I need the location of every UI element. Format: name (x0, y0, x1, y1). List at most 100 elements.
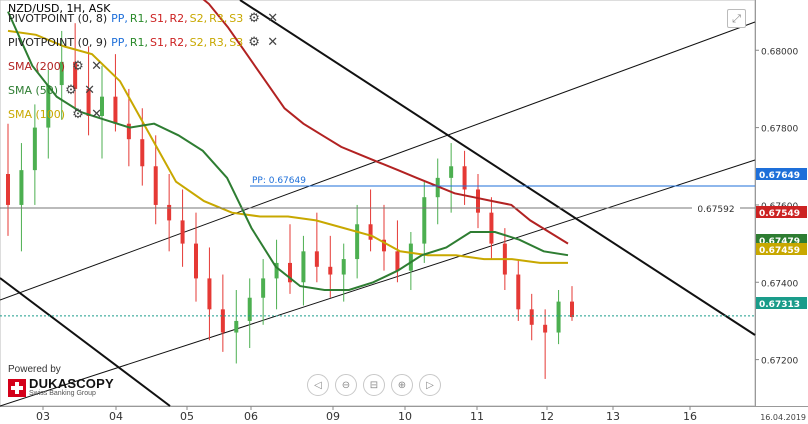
candle-body (543, 324, 548, 333)
price-tag (756, 243, 807, 255)
candle-body (288, 262, 292, 283)
candle-body (153, 166, 158, 205)
legend-part: R2, (169, 36, 188, 49)
candle-body (570, 301, 574, 318)
candle-body (220, 309, 225, 333)
candle-body (6, 174, 10, 205)
candle-body (73, 61, 78, 89)
legend-part: S1, (150, 12, 168, 25)
close-icon[interactable]: ✕ (267, 34, 279, 50)
close-icon[interactable]: ✕ (267, 10, 279, 26)
candle-body (556, 301, 561, 333)
y-tick-label: 0.67400 (761, 279, 798, 289)
legend-row: SMA (100) ⚙ ✕ (8, 106, 107, 122)
legend-part: PP, (111, 12, 128, 25)
grid (0, 0, 808, 407)
price-tag-label: 0.67459 (759, 246, 800, 256)
zoom-out-icon[interactable]: ⊖ (335, 374, 357, 396)
candle-body (86, 88, 91, 116)
candle-body (301, 251, 306, 283)
chart-title: NZD/USD, 1H, ASK (8, 2, 111, 15)
candles (6, 23, 574, 379)
legend-row: SMA (50) ⚙ ✕ (8, 82, 100, 98)
legend-part: R1, (129, 36, 149, 49)
settings-gear-icon[interactable]: ⚙ (72, 106, 84, 122)
x-tick-label: 13 (606, 410, 620, 423)
candle-body (355, 224, 360, 260)
close-icon[interactable]: ✕ (91, 58, 102, 74)
legend-row: PIVOTPOINT (0, 9) PP, R1, S1, R2, S2, R3, S3 ⚙ ✕ (8, 34, 283, 50)
candle-body (449, 166, 454, 178)
scroll-right-icon[interactable]: ▷ (419, 374, 441, 396)
candle-body (140, 139, 145, 167)
x-tick-label: 03 (36, 410, 50, 423)
x-tick-label: 06 (244, 410, 258, 423)
candle-body (194, 243, 198, 279)
x-tick-label: 04 (109, 410, 123, 423)
swiss-cross-icon (8, 378, 26, 397)
price-tag-label: 0.67313 (759, 300, 800, 310)
settings-gear-icon[interactable]: ⚙ (72, 58, 84, 74)
y-tick-label: 0.68000 (761, 47, 798, 57)
price-tag (756, 168, 807, 180)
expand-icon[interactable]: ⤢ (727, 9, 746, 28)
close-icon[interactable]: ✕ (84, 82, 95, 98)
legend-part: S1, (150, 36, 168, 49)
y-tick-label: 0.67800 (761, 125, 798, 135)
candle-body (274, 262, 279, 279)
legend-name: SMA (50) (8, 84, 59, 97)
legend-part: S2, (189, 12, 208, 25)
chart-navigation: ◁ ⊖ ⊟ ⊕ ▷ (307, 374, 441, 396)
powered-by-label: Powered by (8, 364, 61, 375)
price-tag-label: 0.67549 (759, 209, 800, 219)
sma-50-line (7, 11, 569, 291)
dukascopy-logo: Powered by DUKASCOPY Swiss Banking Group (8, 364, 114, 398)
x-tick-label: 05 (180, 410, 194, 423)
sma-100-line (7, 29, 568, 264)
downtrend-line (239, 0, 756, 336)
candle-body (368, 224, 373, 240)
x-tick-label: 16 (683, 410, 697, 423)
legend-name: PIVOTPOINT (0, 9) (8, 36, 108, 49)
channel-lower-line (0, 159, 756, 407)
x-tick-label: 10 (398, 410, 412, 423)
candle-body (382, 239, 386, 252)
settings-gear-icon[interactable]: ⚙ (65, 82, 77, 98)
date-stamp: 16.04.2019 (760, 413, 806, 422)
candle-body (422, 197, 427, 244)
scroll-left-icon[interactable]: ◁ (307, 374, 329, 396)
x-tick-label: 12 (540, 410, 554, 423)
candle-body (516, 274, 521, 310)
pivot-pp-label: PP: 0.67649 (252, 176, 306, 186)
candle-body (167, 204, 172, 221)
candle-body (247, 297, 252, 321)
legend-name: SMA (200) (8, 60, 66, 73)
legend-part: S3 (229, 12, 244, 25)
candle-body (59, 61, 64, 86)
close-icon[interactable]: ✕ (91, 106, 102, 122)
legend-part: S3 (229, 36, 244, 49)
legend-part: R3, (209, 36, 228, 49)
x-tick-label: 09 (326, 410, 340, 423)
candle-body (100, 96, 104, 116)
plot-frame (0, 0, 756, 407)
settings-gear-icon[interactable]: ⚙ (248, 10, 260, 26)
settings-gear-icon[interactable]: ⚙ (248, 34, 260, 50)
candle-body (180, 220, 185, 244)
overlay-lines: PP: 0.67649 0.67592 (0, 176, 755, 317)
fit-icon[interactable]: ⊟ (363, 374, 385, 396)
candle-body (328, 266, 333, 275)
brand-name: DUKASCOPY (29, 376, 114, 391)
candle-body (408, 243, 413, 271)
x-axis: 03 04 05 06 09 10 11 12 13 16 16.04.2019 (36, 406, 806, 423)
candle-body (207, 278, 212, 310)
x-tick-label: 11 (470, 410, 484, 423)
candle-body (126, 123, 131, 140)
candle-body (529, 309, 534, 325)
price-tag (756, 206, 807, 218)
legend-name: SMA (100) (8, 108, 66, 121)
candle-body (113, 96, 118, 124)
zoom-in-icon[interactable]: ⊕ (391, 374, 413, 396)
